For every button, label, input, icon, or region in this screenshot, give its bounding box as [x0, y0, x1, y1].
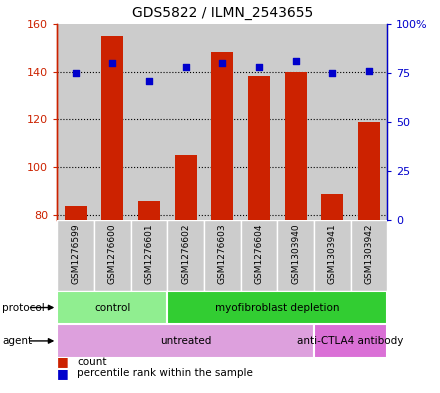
Text: untreated: untreated	[160, 336, 211, 346]
Point	[365, 68, 372, 74]
Text: GSM1276602: GSM1276602	[181, 224, 190, 284]
Bar	[277, 24, 314, 220]
Text: protocol: protocol	[2, 303, 45, 312]
Bar	[351, 220, 387, 291]
Text: GSM1276599: GSM1276599	[71, 224, 80, 284]
Bar	[248, 76, 270, 220]
Bar	[211, 52, 233, 220]
Bar	[57, 24, 94, 220]
Text: ■: ■	[57, 367, 69, 380]
Text: GSM1276601: GSM1276601	[144, 224, 154, 284]
Bar	[131, 220, 167, 291]
Bar	[204, 220, 241, 291]
Bar	[321, 194, 343, 220]
Text: agent: agent	[2, 336, 32, 346]
Point	[145, 77, 152, 84]
Bar	[167, 220, 204, 291]
Point	[219, 60, 226, 66]
Bar	[314, 324, 387, 358]
Bar	[57, 220, 94, 291]
Bar	[314, 24, 351, 220]
Text: GSM1303942: GSM1303942	[364, 224, 374, 284]
Bar	[167, 24, 204, 220]
Bar	[101, 35, 123, 220]
Bar	[94, 220, 131, 291]
Bar	[175, 155, 197, 220]
Text: GSM1276604: GSM1276604	[254, 224, 264, 284]
Bar	[358, 122, 380, 220]
Text: GSM1276603: GSM1276603	[218, 224, 227, 284]
Bar	[285, 72, 307, 220]
Bar	[204, 24, 241, 220]
Point	[329, 70, 336, 76]
Bar	[167, 291, 387, 324]
Bar	[94, 24, 131, 220]
Point	[182, 64, 189, 70]
Text: percentile rank within the sample: percentile rank within the sample	[77, 368, 253, 378]
Point	[292, 58, 299, 64]
Bar	[314, 220, 351, 291]
Bar	[241, 220, 277, 291]
Text: count: count	[77, 356, 106, 367]
Point	[255, 64, 262, 70]
Point	[109, 60, 116, 66]
Bar	[65, 206, 87, 220]
Text: control: control	[94, 303, 130, 312]
Bar	[241, 24, 277, 220]
Bar	[138, 201, 160, 220]
Bar	[277, 220, 314, 291]
Text: GSM1303941: GSM1303941	[328, 224, 337, 284]
Text: myofibroblast depletion: myofibroblast depletion	[215, 303, 339, 312]
Text: GSM1303940: GSM1303940	[291, 224, 300, 284]
Bar	[131, 24, 167, 220]
Point	[72, 70, 79, 76]
Bar	[57, 324, 314, 358]
Bar	[57, 291, 167, 324]
Text: GSM1276600: GSM1276600	[108, 224, 117, 284]
Bar	[351, 24, 387, 220]
Title: GDS5822 / ILMN_2543655: GDS5822 / ILMN_2543655	[132, 6, 313, 20]
Text: ■: ■	[57, 355, 69, 368]
Text: anti-CTLA4 antibody: anti-CTLA4 antibody	[297, 336, 404, 346]
